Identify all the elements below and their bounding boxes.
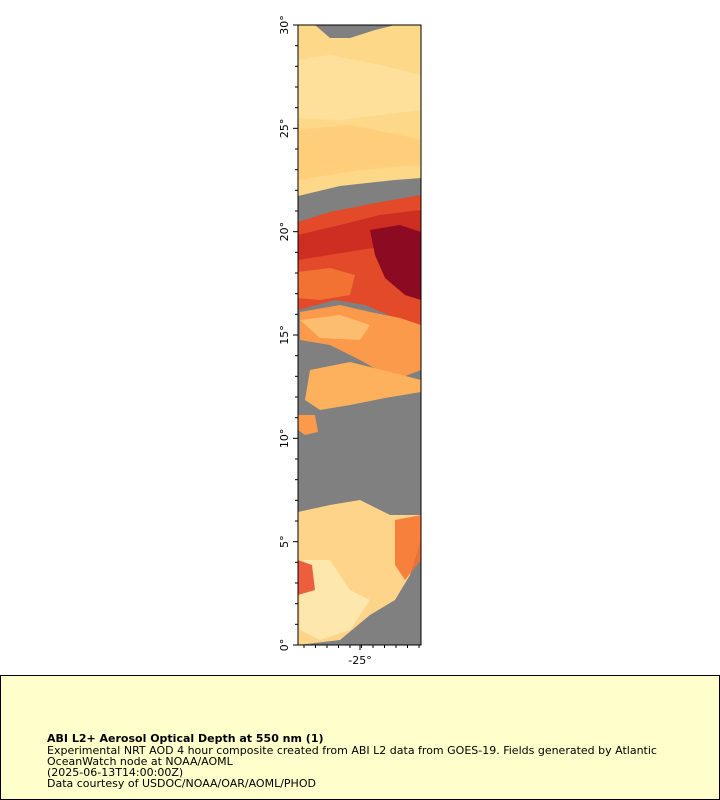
lat-tick-label: 30° <box>278 15 291 35</box>
aod-field <box>298 25 421 645</box>
legend-panel <box>0 675 720 800</box>
longitude-axis: -25° <box>303 645 420 667</box>
lon-tick-label: -25° <box>348 654 371 667</box>
latitude-axis: 0° 5° 10° 15° 20° 25° 30° <box>278 15 298 651</box>
legend-title: ABI L2+ Aerosol Optical Depth at 550 nm … <box>47 732 324 745</box>
lat-tick-label: 5° <box>278 535 291 548</box>
lat-tick-label: 10° <box>278 429 291 449</box>
legend-description-line-1: Experimental NRT AOD 4 hour composite cr… <box>47 744 657 757</box>
legend-credit: Data courtesy of USDOC/NOAA/OAR/AOML/PHO… <box>47 777 316 790</box>
lat-tick-label: 0° <box>278 639 291 652</box>
legend-timestamp: (2025-06-13T14:00:00Z) <box>47 766 184 779</box>
legend-description-line-2: OceanWatch node at NOAA/AOML <box>47 755 233 768</box>
lat-tick-label: 25° <box>278 119 291 139</box>
lat-tick-label: 15° <box>278 325 291 345</box>
lat-tick-label: 20° <box>278 222 291 242</box>
